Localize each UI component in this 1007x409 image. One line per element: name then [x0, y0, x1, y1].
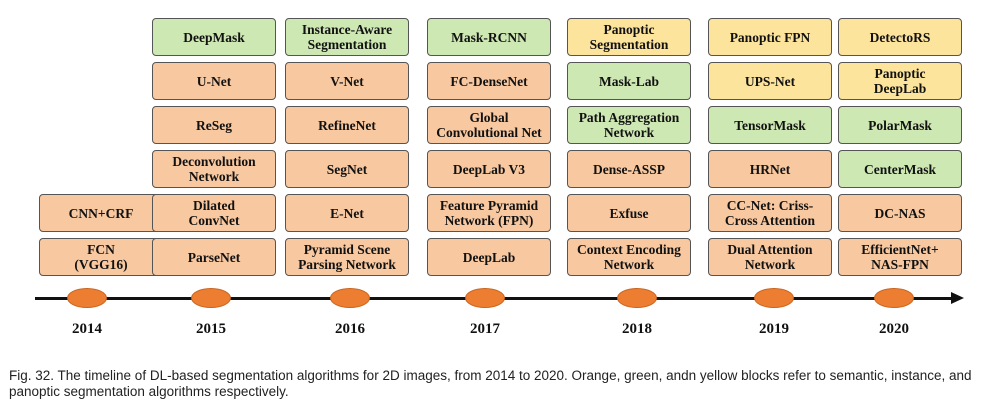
year-marker [617, 288, 657, 308]
year-label: 2019 [759, 321, 789, 337]
year-label: 2016 [335, 321, 365, 337]
algorithm-block: Dilated ConvNet [152, 194, 276, 232]
algorithm-block: FC-DenseNet [427, 62, 551, 100]
algorithm-block: Feature Pyramid Network (FPN) [427, 194, 551, 232]
algorithm-block: DeepMask [152, 18, 276, 56]
algorithm-block: SegNet [285, 150, 409, 188]
year-label: 2018 [622, 321, 652, 337]
algorithm-block: Global Convolutional Net [427, 106, 551, 144]
algorithm-block: HRNet [708, 150, 832, 188]
algorithm-block: DC-NAS [838, 194, 962, 232]
algorithm-block: CNN+CRF [39, 194, 163, 232]
algorithm-block: CC-Net: Criss- Cross Attention [708, 194, 832, 232]
year-marker [754, 288, 794, 308]
algorithm-block: V-Net [285, 62, 409, 100]
algorithm-block: E-Net [285, 194, 409, 232]
algorithm-block: UPS-Net [708, 62, 832, 100]
algorithm-block: DeepLab [427, 238, 551, 276]
figure-caption: Fig. 32. The timeline of DL-based segmen… [9, 368, 972, 399]
algorithm-block: Context Encoding Network [567, 238, 691, 276]
algorithm-block: Exfuse [567, 194, 691, 232]
algorithm-block: TensorMask [708, 106, 832, 144]
year-marker [67, 288, 107, 308]
algorithm-block: U-Net [152, 62, 276, 100]
algorithm-block: PolarMask [838, 106, 962, 144]
algorithm-block: Pyramid Scene Parsing Network [285, 238, 409, 276]
algorithm-block: Dual Attention Network [708, 238, 832, 276]
year-label: 2014 [72, 321, 102, 337]
algorithm-block: Panoptic FPN [708, 18, 832, 56]
algorithm-block: Dense-ASSP [567, 150, 691, 188]
algorithm-block: Panoptic Segmentation [567, 18, 691, 56]
year-label: 2020 [879, 321, 909, 337]
algorithm-block: Mask-RCNN [427, 18, 551, 56]
algorithm-block: ParseNet [152, 238, 276, 276]
year-label: 2017 [470, 321, 500, 337]
algorithm-block: FCN (VGG16) [39, 238, 163, 276]
algorithm-block: ReSeg [152, 106, 276, 144]
algorithm-block: RefineNet [285, 106, 409, 144]
year-marker [330, 288, 370, 308]
timeline-arrowhead [951, 292, 964, 304]
algorithm-block: Mask-Lab [567, 62, 691, 100]
algorithm-block: Instance-Aware Segmentation [285, 18, 409, 56]
algorithm-block: EfficientNet+ NAS-FPN [838, 238, 962, 276]
algorithm-block: Panoptic DeepLab [838, 62, 962, 100]
year-marker [191, 288, 231, 308]
year-label: 2015 [196, 321, 226, 337]
year-marker [874, 288, 914, 308]
algorithm-block: DetectoRS [838, 18, 962, 56]
algorithm-block: DeepLab V3 [427, 150, 551, 188]
algorithm-block: Deconvolution Network [152, 150, 276, 188]
algorithm-block: Path Aggregation Network [567, 106, 691, 144]
year-marker [465, 288, 505, 308]
algorithm-block: CenterMask [838, 150, 962, 188]
